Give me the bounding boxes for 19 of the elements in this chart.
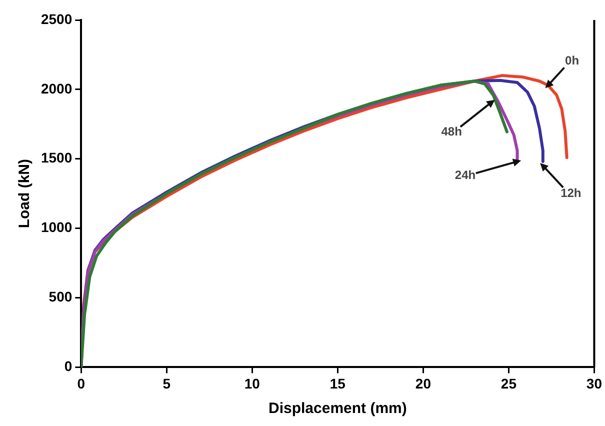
x-tick-label: 0 — [77, 375, 86, 392]
x-tick-label: 10 — [244, 375, 260, 392]
y-tick-label: 2000 — [40, 80, 72, 96]
y-tick-label: 1500 — [40, 150, 72, 166]
y-axis-title: Load (kN) — [16, 159, 34, 228]
x-axis-title: Displacement (mm) — [268, 400, 407, 418]
y-tick-label: 500 — [48, 288, 72, 305]
y-tick-label: 0 — [64, 358, 72, 374]
x-tick-label: 15 — [330, 375, 346, 392]
x-tick-label: 25 — [500, 375, 517, 392]
y-tick-label: 2500 — [40, 10, 72, 27]
annotation: 24h — [454, 168, 476, 182]
annotation: 0h — [565, 54, 580, 68]
x-tick-label: 5 — [162, 375, 171, 392]
x-tick-label: 30 — [586, 375, 602, 392]
y-tick-label: 1000 — [40, 219, 72, 236]
annotation: 12h — [560, 186, 582, 200]
annotation: 48h — [441, 124, 462, 139]
x-tick-label: 20 — [415, 375, 432, 392]
